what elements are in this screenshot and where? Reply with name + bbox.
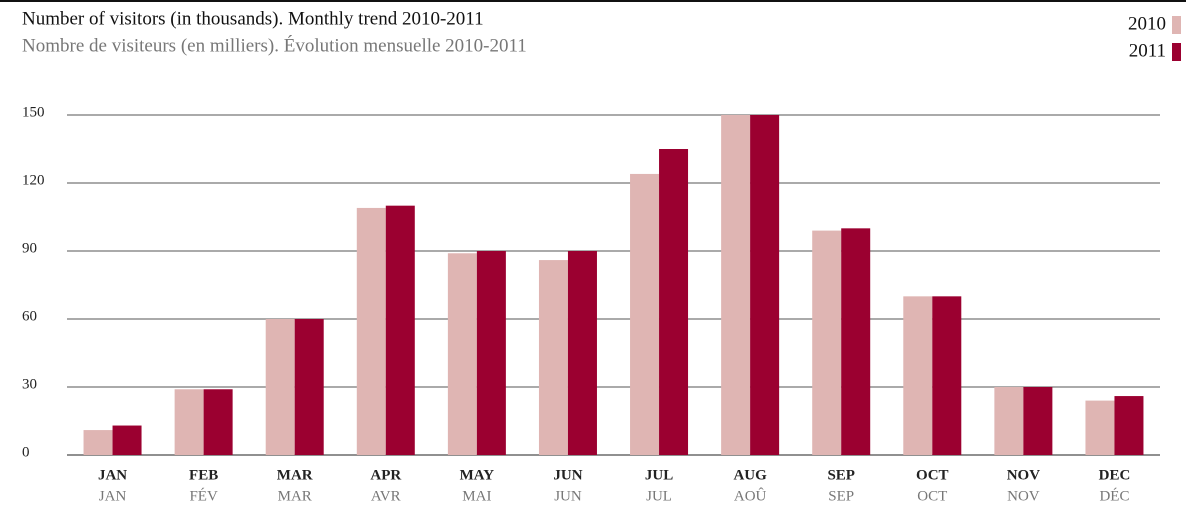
bar xyxy=(841,228,871,455)
x-tick-label-fr: DÉC xyxy=(1099,487,1129,504)
legend-swatch xyxy=(1172,16,1181,34)
x-tick-label-fr: MAI xyxy=(462,488,491,504)
bar xyxy=(1085,400,1115,455)
x-tick-label: MAR xyxy=(277,467,313,483)
bar xyxy=(750,115,780,455)
bar xyxy=(721,115,751,455)
bar xyxy=(83,430,113,455)
chart-subtitle: Nombre de visiteurs (en milliers). Évolu… xyxy=(22,34,527,56)
chart-title: Number of visitors (in thousands). Month… xyxy=(22,8,484,29)
x-tick-label-fr: MAR xyxy=(278,488,312,504)
y-tick-label: 120 xyxy=(22,172,45,188)
x-tick-label-fr: SEP xyxy=(828,488,854,504)
y-tick-label: 90 xyxy=(22,240,37,256)
x-tick-label: JAN xyxy=(98,467,127,483)
y-tick-label: 60 xyxy=(22,308,37,324)
y-tick-label: 0 xyxy=(22,444,30,460)
bar xyxy=(1023,387,1053,455)
bar xyxy=(1114,396,1144,455)
x-tick-label: FEB xyxy=(189,467,218,483)
x-tick-label-fr: JAN xyxy=(99,488,127,504)
x-tick-label: AUG xyxy=(733,467,767,483)
bar xyxy=(994,387,1024,455)
x-tick-label: APR xyxy=(370,467,401,483)
x-tick-label-fr: JUN xyxy=(554,488,582,504)
x-tick-label: JUN xyxy=(553,467,582,483)
legend-label: 2011 xyxy=(1129,40,1166,61)
x-tick-label-fr: JUL xyxy=(646,488,672,504)
x-tick-label: DEC xyxy=(1099,467,1131,483)
bar xyxy=(659,149,689,455)
x-tick-label: SEP xyxy=(827,467,855,483)
x-tick-label: JUL xyxy=(645,467,673,483)
bar xyxy=(447,253,477,455)
bar xyxy=(265,319,295,455)
legend-swatch xyxy=(1172,43,1181,61)
x-tick-label-fr: AVR xyxy=(371,488,401,504)
x-tick-label-fr: FÉV xyxy=(189,487,218,504)
bar xyxy=(112,425,142,455)
bar xyxy=(294,319,324,455)
bar xyxy=(385,205,415,455)
bar xyxy=(356,207,386,455)
bar xyxy=(812,230,842,455)
x-tick-label: MAY xyxy=(460,467,495,483)
bar xyxy=(174,389,204,455)
y-tick-label: 150 xyxy=(22,104,45,120)
bar xyxy=(476,251,506,455)
bar xyxy=(567,251,597,455)
bar xyxy=(903,296,933,455)
x-tick-label: NOV xyxy=(1007,467,1041,483)
bar xyxy=(630,173,660,455)
bar xyxy=(932,296,962,455)
bar xyxy=(203,389,233,455)
x-tick-label-fr: AOÛ xyxy=(734,487,767,504)
y-tick-label: 30 xyxy=(22,376,37,392)
x-tick-label-fr: NOV xyxy=(1007,488,1040,504)
x-tick-label: OCT xyxy=(916,467,949,483)
x-tick-label-fr: OCT xyxy=(917,488,947,504)
legend-label: 2010 xyxy=(1128,13,1166,34)
bar xyxy=(538,260,568,455)
